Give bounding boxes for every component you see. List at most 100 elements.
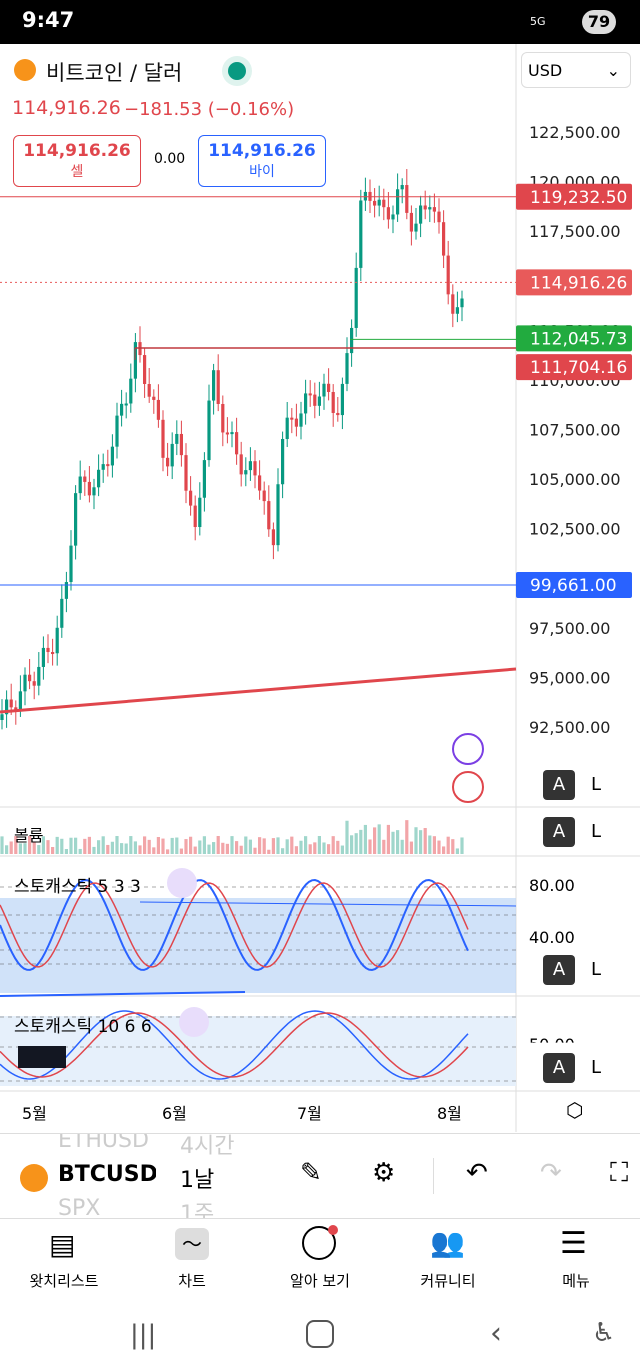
scale-button[interactable]: A <box>543 770 575 800</box>
candle <box>92 487 96 496</box>
candle <box>129 378 133 404</box>
level-label: 111,704.16 <box>530 358 627 378</box>
nav-menu[interactable]: 메뉴 <box>562 1272 590 1290</box>
nav-icon: ▤ <box>49 1228 76 1261</box>
candle <box>354 267 358 328</box>
candle <box>120 403 124 416</box>
scale-button[interactable]: L <box>580 955 612 985</box>
stoch-k <box>0 1010 469 1080</box>
volume-bar <box>156 837 160 854</box>
volume-bar <box>46 840 50 854</box>
price-tick-label: 122,500.00 <box>529 123 621 142</box>
volume-bar <box>409 841 413 854</box>
candle <box>216 370 220 404</box>
volume-bar <box>124 843 128 854</box>
price-tick-label: 105,000.00 <box>529 470 621 489</box>
volume-bar <box>267 849 271 854</box>
candle <box>221 403 225 433</box>
symbol-above: ETHUSD <box>58 1133 149 1153</box>
candle <box>382 199 386 208</box>
stoch-band <box>0 898 516 993</box>
battery: 79 <box>582 10 616 34</box>
time: 9:47 <box>22 8 75 32</box>
candle <box>244 470 248 475</box>
buy-button[interactable]: 114,916.26 바이 <box>198 135 326 187</box>
nav-watchlist[interactable]: 왓치리스트 <box>29 1272 99 1290</box>
interval-above: 4시간 <box>180 1134 235 1159</box>
symbol-below: SPX <box>58 1196 101 1218</box>
scale-button[interactable]: L <box>580 770 612 800</box>
nav-community[interactable]: 커뮤니티 <box>420 1272 476 1290</box>
price-tick-label: 117,500.00 <box>529 222 621 241</box>
candle <box>143 355 147 385</box>
spread: 0.00 <box>154 151 186 167</box>
interval[interactable]: 1날 <box>180 1168 215 1193</box>
sys-recent[interactable]: ||| <box>130 1320 157 1350</box>
candle <box>294 418 298 427</box>
candle <box>156 399 160 420</box>
undo[interactable]: ↶ <box>466 1158 488 1188</box>
stoch-icon <box>167 868 197 898</box>
volume-bar <box>354 833 358 854</box>
scale-button[interactable]: L <box>580 817 612 847</box>
candle <box>207 400 211 461</box>
candle <box>281 438 285 485</box>
title[interactable]: 비트코인 / 달러 <box>46 61 183 85</box>
sell-button[interactable]: 114,916.26 셀 <box>13 135 141 187</box>
redo[interactable]: ↷ <box>540 1158 562 1188</box>
volume-bar <box>359 829 363 854</box>
currency-select[interactable]: USD ⌄ <box>521 52 631 88</box>
buy-label: 바이 <box>249 164 275 180</box>
chart: 122,500.00120,000.00117,500.00115,000.00… <box>0 44 640 1132</box>
candle <box>248 461 252 471</box>
volume-bar <box>55 836 59 854</box>
sys-home[interactable] <box>306 1320 334 1348</box>
nav-explore[interactable]: 알아 보기 <box>290 1272 350 1290</box>
volume-bar <box>5 845 9 854</box>
nav-chart[interactable]: 차트 <box>178 1272 206 1290</box>
settings-icon[interactable]: ⬡ <box>566 1098 584 1122</box>
volume-bar <box>0 836 4 854</box>
volume-bar <box>340 845 344 854</box>
candle <box>147 384 151 397</box>
volume-bar <box>184 839 188 854</box>
volume-bar <box>207 844 211 854</box>
volume-bar <box>161 838 165 854</box>
symbol[interactable]: BTCUSD <box>58 1162 156 1187</box>
volume-bar <box>248 839 252 854</box>
volume-bar <box>350 835 354 854</box>
volume-bar <box>129 836 133 854</box>
candle <box>253 461 257 476</box>
volume-bar <box>446 836 450 854</box>
candle <box>83 476 87 482</box>
scale-button[interactable]: A <box>543 1053 575 1083</box>
volume-bar <box>138 845 142 854</box>
volume-bar <box>120 843 124 854</box>
volume-bar <box>221 842 225 854</box>
fullscreen[interactable]: ⛶ <box>610 1158 629 1188</box>
price-tick-label: 107,500.00 <box>529 421 621 440</box>
volume-bar <box>281 848 285 854</box>
candle <box>28 674 32 682</box>
draw-tool[interactable]: ✎ <box>300 1158 322 1188</box>
scale-button[interactable]: A <box>543 817 575 847</box>
candle <box>64 582 68 599</box>
network: 5G <box>530 15 546 28</box>
volume-bar <box>460 837 464 854</box>
scale-button[interactable]: L <box>580 1053 612 1083</box>
status-bar <box>0 0 640 44</box>
candle <box>285 417 289 439</box>
stoch-k <box>0 878 469 972</box>
candle <box>97 469 101 488</box>
volume-bar <box>239 845 243 854</box>
sys-back[interactable]: ‹ <box>490 1316 502 1351</box>
sys-accessibility[interactable]: ♿ <box>592 1318 616 1348</box>
month: 7월 <box>297 1104 322 1123</box>
scale-button[interactable]: A <box>543 955 575 985</box>
volume-bar <box>230 836 234 854</box>
indicators[interactable]: ⚙ <box>372 1158 396 1188</box>
volume-bar <box>69 837 73 854</box>
candle <box>400 185 404 190</box>
candle <box>340 383 344 416</box>
candle <box>423 205 427 210</box>
